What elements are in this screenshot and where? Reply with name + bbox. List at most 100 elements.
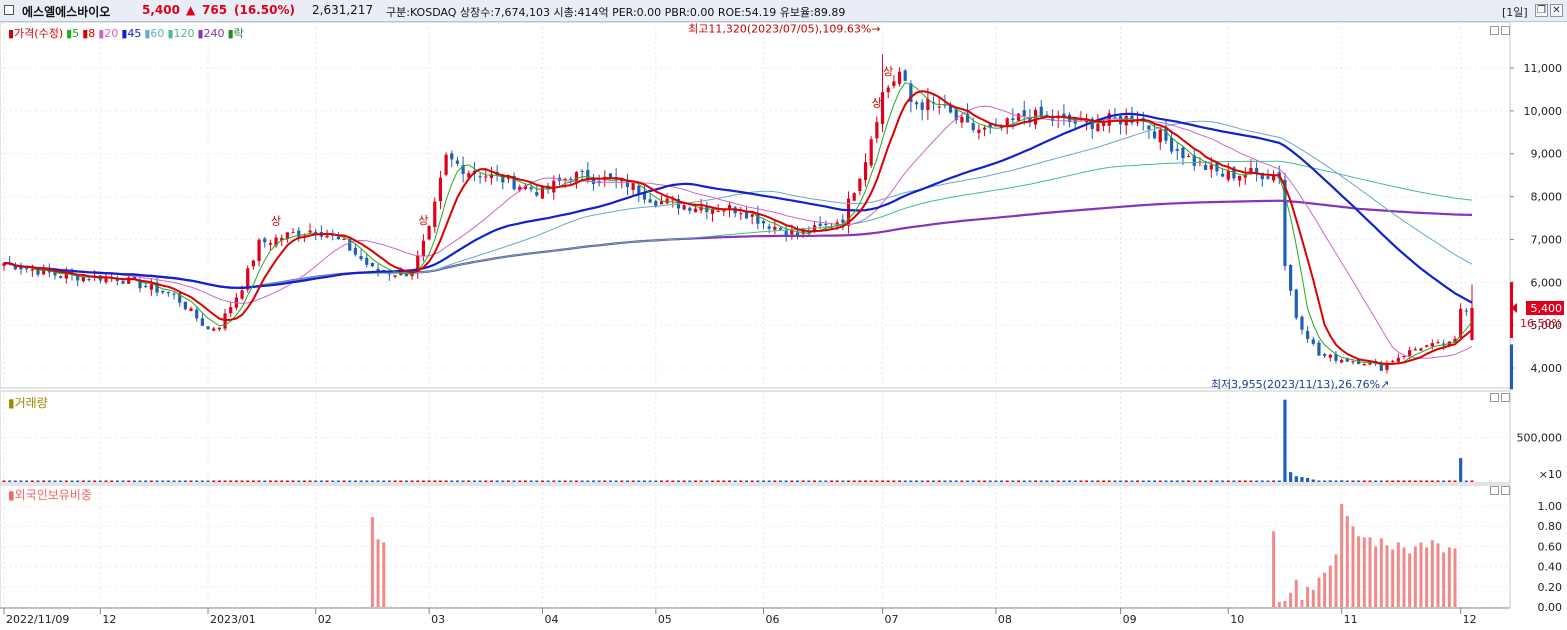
candle-body [1158, 129, 1162, 143]
volume-bar [784, 480, 788, 482]
candle-body [1090, 118, 1094, 129]
foreign-bar [1311, 589, 1315, 607]
volume-bar [1130, 480, 1134, 482]
volume-bar [1425, 480, 1429, 482]
legend-item[interactable]: ▮8 [82, 27, 96, 40]
panel-minimize-button[interactable] [1490, 393, 1499, 402]
volume-bar [495, 480, 499, 482]
volume-bar [722, 480, 726, 482]
panel-maximize-button[interactable] [1501, 26, 1510, 35]
volume-bar [903, 480, 907, 482]
candle-body [1164, 127, 1168, 141]
foreign-bar [1453, 548, 1457, 607]
volume-bar [716, 480, 720, 482]
x-tick-label: 11 [1344, 613, 1358, 626]
close-icon[interactable]: ✕ [1550, 4, 1563, 17]
volume-bar [1124, 480, 1128, 482]
volume-bar [1430, 480, 1434, 482]
legend-item[interactable]: ▮락 [227, 27, 244, 40]
candle-body [778, 228, 783, 230]
volume-bar [1051, 480, 1055, 482]
candle-body [926, 98, 930, 110]
foreign-bar [1442, 552, 1446, 607]
price-tick-label: 11,000 [1524, 62, 1563, 75]
candle-body [246, 268, 250, 290]
foreign-tick-label: 0.60 [1538, 540, 1563, 553]
candle-body [1062, 113, 1066, 118]
volume-bar [251, 480, 255, 482]
legend-item[interactable]: ▮240 [197, 27, 225, 40]
candle-body [461, 165, 465, 174]
foreign-bar [1323, 572, 1327, 607]
candle-body [1169, 137, 1174, 152]
volume-bar [864, 480, 868, 482]
select-checkbox[interactable] [4, 5, 14, 15]
legend-item[interactable]: ▮가격(수정) [8, 27, 64, 40]
candle-body [342, 239, 346, 241]
volume-bar [1408, 480, 1412, 482]
candle-body [314, 231, 318, 234]
legend-item[interactable]: ▮60 [144, 27, 165, 40]
price-tick-label: 7,000 [1531, 233, 1563, 246]
candle-body [892, 81, 896, 86]
candle-body [64, 273, 68, 279]
volume-bar [1396, 480, 1400, 482]
volume-bar [1334, 480, 1338, 482]
volume-bar [620, 480, 624, 482]
volume-bar [1447, 480, 1451, 482]
legend-item[interactable]: ▮5 [66, 27, 80, 40]
legend-item[interactable]: ▮45 [121, 27, 142, 40]
volume-bar [512, 480, 516, 482]
volume-bar [994, 480, 998, 482]
candle-body [965, 113, 970, 123]
candle-body [308, 230, 312, 233]
foreign-tick-label: 0.40 [1538, 561, 1563, 574]
volume-bar [727, 480, 731, 482]
volume-bar [444, 480, 448, 482]
legend-item[interactable]: ▮120 [167, 27, 195, 40]
volume-bar [648, 480, 652, 482]
panel-minimize-button[interactable] [1490, 486, 1499, 495]
volume-bar [869, 480, 873, 482]
volume-bar [1294, 476, 1298, 482]
candle-body [195, 309, 199, 319]
chart-area[interactable]: 최고11,320(2023/07/05),109.63%→ 최저3,955(202… [0, 22, 1567, 630]
candle-body [1260, 172, 1264, 180]
candle-body [285, 232, 289, 240]
price-panel: 최고11,320(2023/07/05),109.63%→ 최저3,955(202… [2, 22, 1474, 391]
candle-body [155, 282, 159, 293]
volume-bar [1413, 480, 1417, 482]
current-price-pointer [1511, 303, 1517, 313]
volume-bar [631, 480, 635, 482]
foreign-bar [1334, 554, 1338, 607]
price-tick-label: 4,000 [1531, 362, 1563, 375]
volume-bar [699, 480, 703, 482]
candle-body [982, 127, 987, 130]
candle-body [2, 263, 6, 266]
candle-body [427, 225, 431, 240]
volume-bar [1374, 480, 1378, 482]
x-tick-label: 2023/01 [210, 613, 256, 626]
candle-body [1232, 167, 1236, 179]
volume-bar [1221, 480, 1225, 482]
volume-bar [138, 480, 142, 482]
volume-bar [1107, 480, 1111, 482]
volume-bar [1328, 480, 1332, 482]
candle-body [569, 178, 573, 180]
candle-body [790, 230, 794, 235]
panel-maximize-button[interactable] [1501, 393, 1510, 402]
panel-minimize-button[interactable] [1490, 26, 1499, 35]
volume-bar [739, 480, 743, 482]
panel-maximize-button[interactable] [1501, 486, 1510, 495]
volume-bar [909, 480, 913, 482]
period-selector[interactable]: [1일] [1502, 6, 1528, 19]
legend-item[interactable]: ▮20 [98, 27, 119, 40]
foreign-bar [1328, 565, 1332, 607]
candle-body [580, 170, 584, 172]
candle-body [274, 237, 278, 246]
volume-bar [881, 480, 885, 482]
stock-name: 에스엘에스바이오 [22, 5, 111, 19]
candle-body [841, 219, 845, 223]
foreign-bar [1419, 542, 1423, 607]
restore-icon[interactable]: ❐ [1535, 4, 1548, 17]
